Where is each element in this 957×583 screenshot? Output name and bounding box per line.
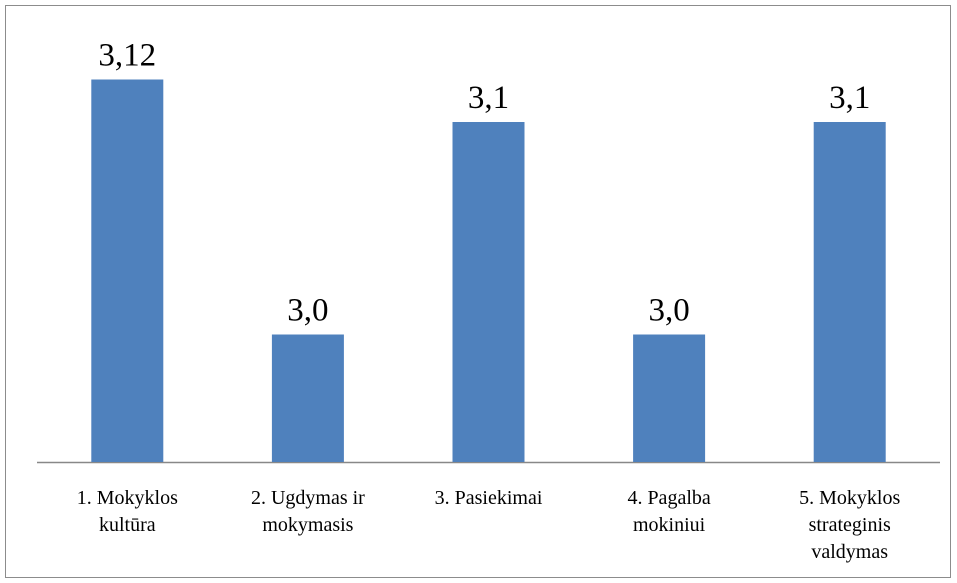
value-label: 3,0 [287, 293, 328, 329]
bar [813, 122, 886, 462]
category-line: mokiniui [633, 514, 706, 536]
category-line: 3. Pasiekimai [435, 487, 543, 509]
category-line: mokymasis [262, 514, 353, 536]
bar [271, 334, 344, 462]
value-label: 3,12 [98, 38, 156, 74]
category-line: kultūra [99, 514, 156, 536]
category-label: 4. Pagalba mokiniui [627, 487, 710, 536]
category-line: 1. Mokyklos [77, 487, 178, 509]
bar [452, 122, 525, 462]
category-line: 4. Pagalba [627, 487, 710, 509]
bar [91, 79, 164, 462]
category-line: 2. Ugdymas ir [251, 487, 365, 509]
category-line: valdymas [811, 541, 888, 563]
category-label: 5. Mokyklos strateginis valdymas [799, 487, 900, 563]
category-label: 3. Pasiekimai [435, 487, 543, 509]
value-label: 3,1 [468, 80, 509, 116]
category-line: strateginis [809, 514, 891, 536]
category-line: 5. Mokyklos [799, 487, 900, 509]
category-label: 1. Mokyklos kultūra [77, 487, 178, 536]
value-label: 3,0 [648, 293, 689, 329]
bar [633, 334, 706, 462]
category-label: 2. Ugdymas ir mokymasis [251, 487, 365, 536]
value-label: 3,1 [829, 80, 870, 116]
